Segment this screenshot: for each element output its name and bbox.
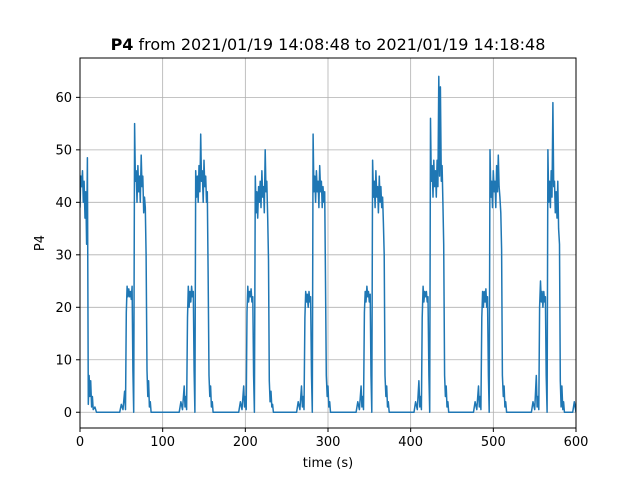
x-tick-label: 400 — [398, 435, 423, 450]
x-axis-label: time (s) — [303, 456, 353, 471]
y-tick-label: 20 — [55, 301, 72, 316]
y-tick-label: 0 — [64, 406, 72, 421]
y-tick-label: 60 — [55, 91, 72, 106]
x-tick-label: 100 — [150, 435, 175, 450]
y-tick-label: 40 — [55, 196, 72, 211]
chart-title-rest: from 2021/01/19 14:08:48 to 2021/01/19 1… — [133, 35, 545, 54]
y-tick-label: 30 — [55, 248, 72, 263]
y-tick-label: 10 — [55, 353, 72, 368]
x-tick-label: 200 — [233, 435, 258, 450]
x-tick-label: 0 — [76, 435, 84, 450]
x-tick-label: 500 — [481, 435, 506, 450]
chart-title-bold: P4 — [111, 35, 134, 54]
series-line-p4 — [80, 75, 576, 414]
x-tick-label: 300 — [316, 435, 341, 450]
y-tick-label: 50 — [55, 143, 72, 158]
x-tick-label: 600 — [564, 435, 589, 450]
x-axis-ticks: 0 100 200 300 400 500 600 — [76, 428, 589, 450]
plot-area — [80, 75, 576, 414]
chart-title: P4 from 2021/01/19 14:08:48 to 2021/01/1… — [111, 35, 546, 54]
y-axis-label: P4 — [33, 235, 48, 251]
grid-layer — [79, 58, 577, 428]
y-axis-ticks: 0 10 20 30 40 50 60 — [55, 91, 80, 421]
